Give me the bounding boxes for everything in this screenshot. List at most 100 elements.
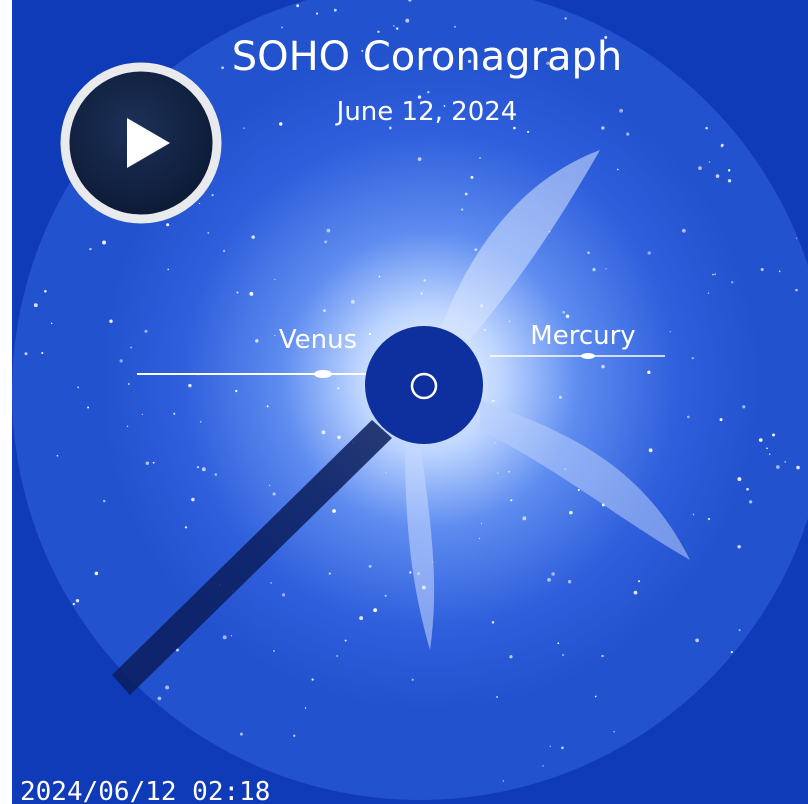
- star: [772, 433, 775, 436]
- star: [761, 268, 764, 271]
- star: [513, 127, 516, 130]
- star: [396, 27, 398, 29]
- star: [369, 333, 371, 335]
- occulter-disk: [365, 326, 483, 444]
- star: [714, 273, 716, 275]
- star: [595, 696, 597, 698]
- star: [142, 414, 143, 415]
- star: [423, 279, 426, 282]
- star: [269, 485, 270, 486]
- star: [638, 580, 640, 582]
- star: [746, 488, 749, 491]
- star: [236, 292, 238, 294]
- star: [197, 466, 199, 468]
- star: [267, 405, 269, 407]
- star: [77, 386, 79, 388]
- star: [566, 314, 570, 318]
- star: [647, 371, 650, 374]
- star: [759, 438, 763, 442]
- star: [251, 235, 254, 238]
- star: [120, 359, 123, 362]
- star: [412, 679, 414, 681]
- star: [379, 276, 381, 278]
- star: [185, 526, 187, 528]
- star: [385, 472, 386, 473]
- star: [648, 251, 651, 254]
- star: [687, 416, 690, 419]
- star: [223, 250, 225, 252]
- play-button[interactable]: [65, 67, 217, 219]
- star: [270, 582, 272, 584]
- star: [496, 696, 498, 698]
- star: [146, 462, 149, 465]
- star: [510, 499, 512, 501]
- star: [682, 229, 686, 233]
- star: [479, 538, 480, 539]
- star: [649, 448, 653, 452]
- star: [509, 655, 512, 658]
- star: [613, 731, 614, 732]
- star: [327, 229, 331, 233]
- star: [712, 274, 714, 276]
- star: [188, 384, 191, 387]
- star: [393, 25, 395, 27]
- star: [405, 19, 409, 23]
- star: [731, 651, 733, 653]
- star: [737, 477, 741, 481]
- star: [569, 511, 573, 515]
- star: [312, 679, 314, 681]
- mercury-dot: [581, 353, 595, 359]
- star: [420, 292, 423, 295]
- star: [578, 489, 580, 491]
- star: [199, 203, 200, 204]
- star: [273, 492, 276, 495]
- star: [249, 292, 253, 296]
- star: [634, 591, 638, 595]
- star: [103, 500, 105, 502]
- star: [550, 746, 551, 747]
- star: [109, 320, 112, 323]
- star: [592, 268, 595, 271]
- star: [274, 279, 275, 280]
- page: SOHO Coronagraph June 12, 2024 Venus Mer…: [0, 0, 808, 804]
- star: [215, 473, 218, 476]
- star: [102, 241, 106, 245]
- star: [221, 66, 224, 69]
- star: [25, 352, 28, 355]
- star: [427, 91, 429, 93]
- star: [336, 655, 338, 657]
- timestamp: 2024/06/12 02:18: [20, 777, 270, 804]
- star: [212, 194, 214, 196]
- star: [708, 518, 710, 520]
- star: [708, 292, 709, 293]
- star: [492, 400, 494, 402]
- star: [784, 461, 786, 463]
- star: [323, 309, 326, 312]
- venus-dot: [314, 370, 332, 378]
- star: [279, 122, 282, 125]
- star: [796, 238, 797, 239]
- star: [692, 357, 694, 359]
- star: [89, 248, 91, 250]
- star: [359, 616, 363, 620]
- star: [87, 407, 89, 409]
- star: [796, 466, 800, 470]
- star: [57, 455, 59, 457]
- star: [191, 498, 195, 502]
- star: [305, 707, 306, 708]
- star: [562, 654, 564, 656]
- star: [509, 320, 511, 322]
- star: [709, 161, 710, 162]
- star: [587, 251, 590, 254]
- star: [454, 26, 456, 28]
- star: [474, 248, 477, 251]
- star: [695, 639, 699, 643]
- star: [200, 421, 202, 423]
- star: [503, 780, 504, 781]
- star: [739, 629, 741, 631]
- star: [41, 352, 43, 354]
- star: [351, 300, 355, 304]
- star: [737, 545, 740, 548]
- star: [76, 599, 79, 602]
- star: [564, 17, 566, 19]
